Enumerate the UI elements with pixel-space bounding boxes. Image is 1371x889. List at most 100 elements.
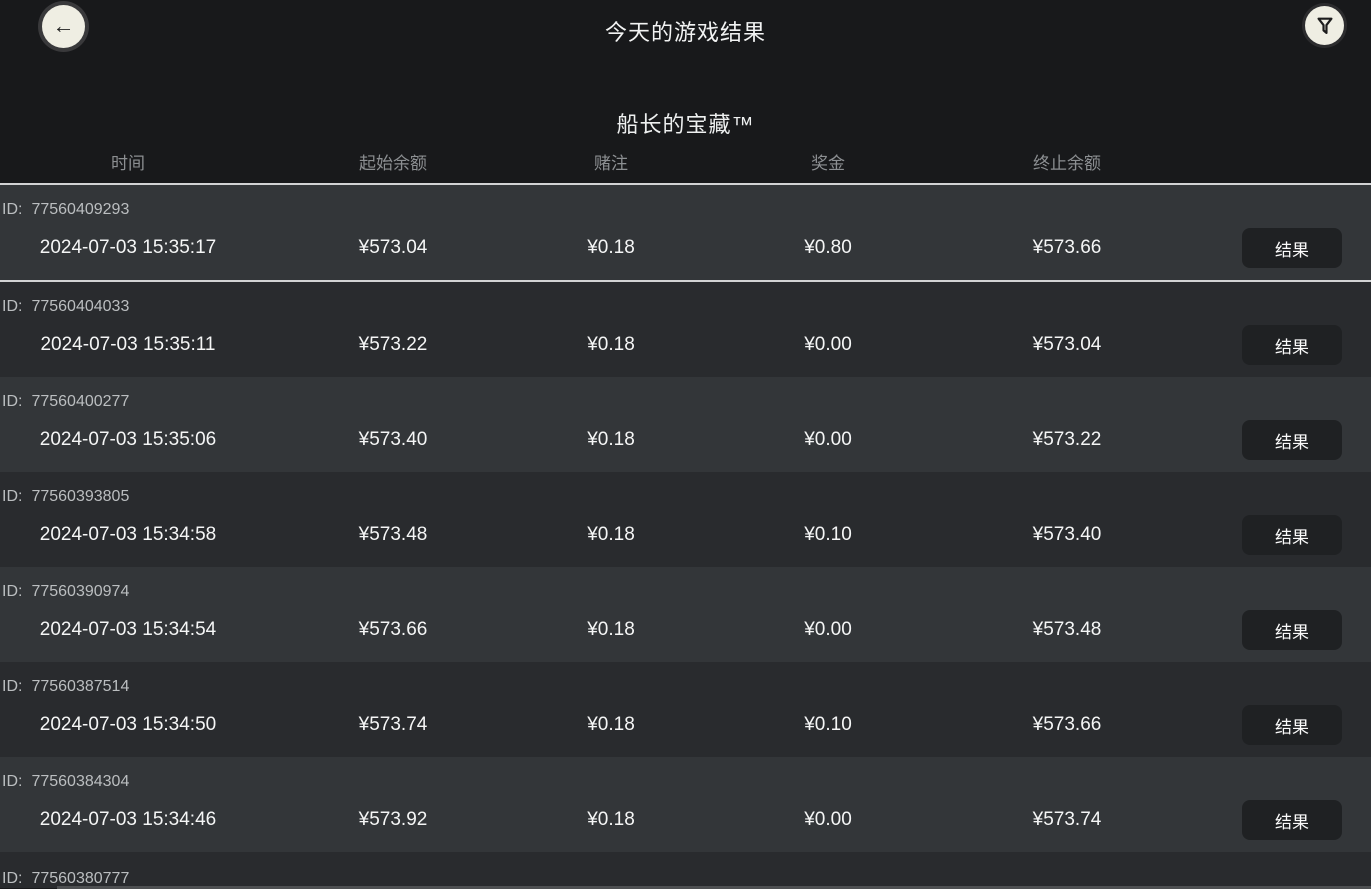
row-action-cell: 结果 xyxy=(1170,420,1371,460)
row-prize: ¥0.10 xyxy=(804,714,852,735)
result-button[interactable]: 结果 xyxy=(1242,325,1342,365)
row-start-balance: ¥573.92 xyxy=(358,809,428,830)
filter-button[interactable] xyxy=(1305,6,1344,45)
row-bet: ¥0.18 xyxy=(587,429,635,450)
scrollbar-thumb[interactable] xyxy=(57,886,1371,889)
row-id-prefix: ID: xyxy=(2,201,23,218)
column-header: 起始余额 xyxy=(359,154,427,173)
result-button[interactable]: 结果 xyxy=(1242,228,1342,268)
row-id-value: 77560384304 xyxy=(31,773,130,790)
row-id: ID: 77560387514 xyxy=(0,678,1371,696)
row-id-prefix: ID: xyxy=(2,773,23,790)
row-action-cell: 结果 xyxy=(1170,515,1371,555)
row-id-prefix: ID: xyxy=(2,870,23,887)
row-id-value: 77560404033 xyxy=(31,298,130,315)
row-id: ID: 77560400277 xyxy=(0,393,1371,411)
results-table: ID: 77560409293 2024-07-03 15:35:17 ¥573… xyxy=(0,185,1371,888)
table-row: ID: 77560384304 2024-07-03 15:34:46 ¥573… xyxy=(0,757,1371,852)
result-button[interactable]: 结果 xyxy=(1242,800,1342,840)
table-row: ID: 77560387514 2024-07-03 15:34:50 ¥573… xyxy=(0,662,1371,757)
row-data: 2024-07-03 15:34:58 ¥573.48 ¥0.18 ¥0.10 … xyxy=(0,515,1371,555)
row-data: 2024-07-03 15:35:11 ¥573.22 ¥0.18 ¥0.00 … xyxy=(0,325,1371,365)
header-section: ← 今天的游戏结果 船长的宝藏™ 时间 起始余额 赌注 奖金 终止余额 xyxy=(0,0,1371,185)
row-id: ID: 77560409293 xyxy=(0,201,1371,219)
row-action-cell: 结果 xyxy=(1170,610,1371,650)
row-action-cell: 结果 xyxy=(1170,228,1371,268)
row-time: 2024-07-03 15:35:06 xyxy=(39,429,217,450)
row-id: ID: 77560393805 xyxy=(0,488,1371,506)
row-prize: ¥0.80 xyxy=(804,237,852,258)
column-header: 时间 xyxy=(111,154,145,173)
row-id-prefix: ID: xyxy=(2,583,23,600)
arrow-left-icon: ← xyxy=(52,12,75,38)
row-id: ID: 77560384304 xyxy=(0,773,1371,791)
row-bet: ¥0.18 xyxy=(587,237,635,258)
row-action-cell: 结果 xyxy=(1170,705,1371,745)
row-end-balance: ¥573.04 xyxy=(1032,334,1102,355)
row-id-prefix: ID: xyxy=(2,393,23,410)
row-time: 2024-07-03 15:34:50 xyxy=(39,714,217,735)
row-id-value: 77560380777 xyxy=(31,870,130,887)
row-data: 2024-07-03 15:34:50 ¥573.74 ¥0.18 ¥0.10 … xyxy=(0,705,1371,745)
back-button[interactable]: ← xyxy=(42,5,85,48)
row-id-value: 77560393805 xyxy=(31,488,130,505)
row-prize: ¥0.10 xyxy=(804,524,852,545)
table-row: ID: 77560409293 2024-07-03 15:35:17 ¥573… xyxy=(0,185,1371,282)
row-data: 2024-07-03 15:35:17 ¥573.04 ¥0.18 ¥0.80 … xyxy=(0,228,1371,268)
row-bet: ¥0.18 xyxy=(587,619,635,640)
row-start-balance: ¥573.74 xyxy=(358,714,428,735)
result-button[interactable]: 结果 xyxy=(1242,420,1342,460)
row-id-prefix: ID: xyxy=(2,298,23,315)
row-start-balance: ¥573.48 xyxy=(358,524,428,545)
row-prize: ¥0.00 xyxy=(804,334,852,355)
row-id: ID: 77560390974 xyxy=(0,583,1371,601)
row-bet: ¥0.18 xyxy=(587,334,635,355)
row-id: ID: 77560380777 xyxy=(0,870,1371,888)
table-row: ID: 77560393805 2024-07-03 15:34:58 ¥573… xyxy=(0,472,1371,567)
row-id-value: 77560387514 xyxy=(31,678,130,695)
row-end-balance: ¥573.40 xyxy=(1032,524,1102,545)
column-header: 赌注 xyxy=(594,154,628,173)
row-end-balance: ¥573.48 xyxy=(1032,619,1102,640)
game-name: 船长的宝藏™ xyxy=(616,112,755,137)
table-row: ID: 77560380777 结果 xyxy=(0,852,1371,888)
table-row: ID: 77560400277 2024-07-03 15:35:06 ¥573… xyxy=(0,377,1371,472)
result-button[interactable]: 结果 xyxy=(1242,610,1342,650)
row-start-balance: ¥573.66 xyxy=(358,619,428,640)
horizontal-scrollbar[interactable] xyxy=(0,886,1371,889)
row-id-prefix: ID: xyxy=(2,678,23,695)
row-prize: ¥0.00 xyxy=(804,429,852,450)
row-time: 2024-07-03 15:34:58 xyxy=(39,524,217,545)
row-prize: ¥0.00 xyxy=(804,619,852,640)
row-time: 2024-07-03 15:34:54 xyxy=(39,619,217,640)
row-id: ID: 77560404033 xyxy=(0,298,1371,316)
funnel-icon xyxy=(1314,15,1336,37)
table-column-headers: 时间 起始余额 赌注 奖金 终止余额 xyxy=(0,149,1371,174)
row-data: 2024-07-03 15:35:06 ¥573.40 ¥0.18 ¥0.00 … xyxy=(0,420,1371,460)
row-action-cell: 结果 xyxy=(1170,325,1371,365)
row-prize: ¥0.00 xyxy=(804,809,852,830)
row-data: 2024-07-03 15:34:54 ¥573.66 ¥0.18 ¥0.00 … xyxy=(0,610,1371,650)
row-start-balance: ¥573.22 xyxy=(358,334,428,355)
result-button[interactable]: 结果 xyxy=(1242,705,1342,745)
row-end-balance: ¥573.66 xyxy=(1032,714,1102,735)
row-end-balance: ¥573.66 xyxy=(1032,237,1102,258)
column-header: 终止余额 xyxy=(1033,154,1101,173)
row-end-balance: ¥573.22 xyxy=(1032,429,1102,450)
row-time: 2024-07-03 15:35:11 xyxy=(40,334,216,355)
row-start-balance: ¥573.40 xyxy=(358,429,428,450)
row-id-value: 77560390974 xyxy=(31,583,130,600)
table-row: ID: 77560404033 2024-07-03 15:35:11 ¥573… xyxy=(0,282,1371,377)
row-bet: ¥0.18 xyxy=(587,524,635,545)
table-row: ID: 77560390974 2024-07-03 15:34:54 ¥573… xyxy=(0,567,1371,662)
result-button[interactable]: 结果 xyxy=(1242,515,1342,555)
row-time: 2024-07-03 15:34:46 xyxy=(39,809,217,830)
row-id-value: 77560409293 xyxy=(31,201,130,218)
row-bet: ¥0.18 xyxy=(587,809,635,830)
row-start-balance: ¥573.04 xyxy=(358,237,428,258)
row-id-value: 77560400277 xyxy=(31,393,130,410)
row-bet: ¥0.18 xyxy=(587,714,635,735)
row-data: 2024-07-03 15:34:46 ¥573.92 ¥0.18 ¥0.00 … xyxy=(0,800,1371,840)
row-time: 2024-07-03 15:35:17 xyxy=(39,237,217,258)
page-title: 今天的游戏结果 xyxy=(604,20,766,45)
